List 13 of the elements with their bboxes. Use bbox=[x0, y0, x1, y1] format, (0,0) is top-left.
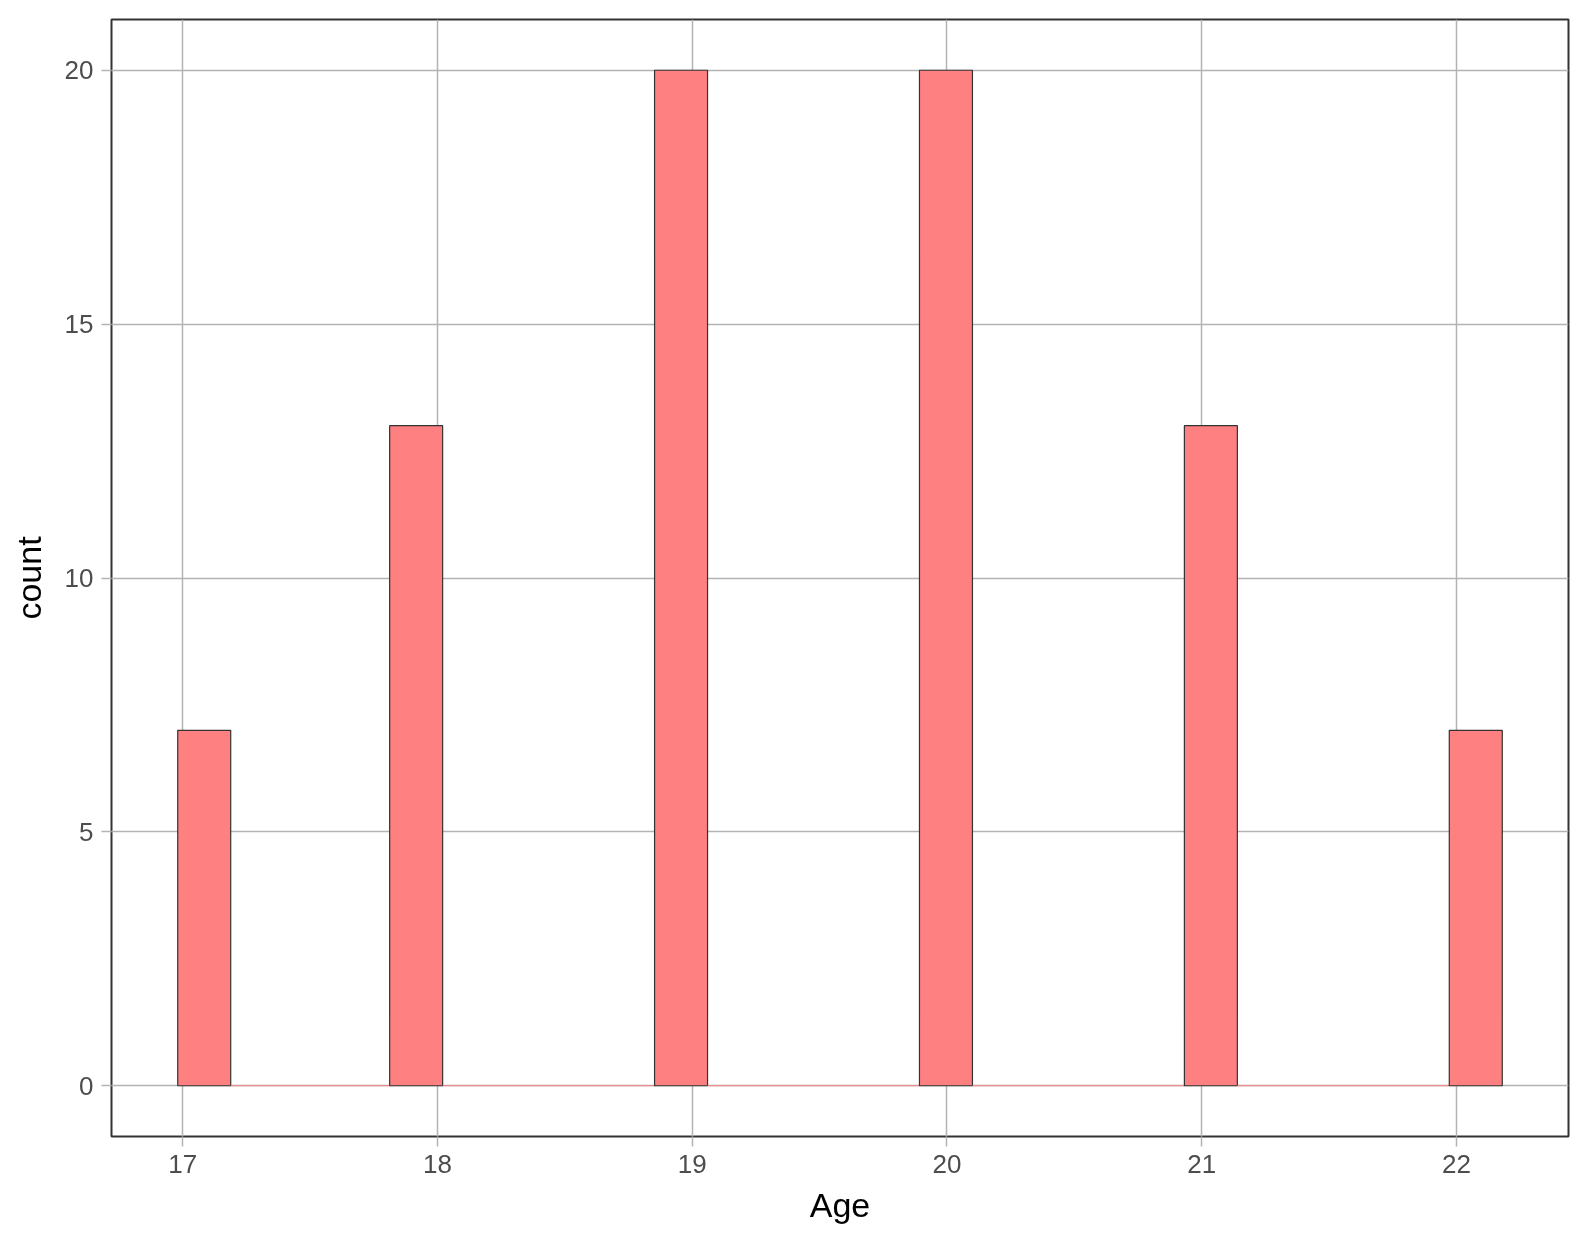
y-tick-label: 0 bbox=[79, 1070, 94, 1101]
y-tick-label: 15 bbox=[64, 309, 94, 340]
x-tick-label: 20 bbox=[932, 1148, 962, 1179]
x-tick-label: 19 bbox=[677, 1148, 707, 1179]
y-axis-title: count bbox=[9, 535, 48, 620]
x-tick-label: 21 bbox=[1187, 1148, 1217, 1179]
y-tick-label: 10 bbox=[64, 563, 94, 593]
y-tick-label: 20 bbox=[64, 55, 94, 86]
x-tick-label: 17 bbox=[168, 1148, 198, 1179]
y-tick-label: 5 bbox=[79, 816, 94, 847]
x-axis-title: Age bbox=[809, 1185, 871, 1224]
x-tick-label: 22 bbox=[1441, 1148, 1471, 1179]
x-tick-label: 18 bbox=[423, 1148, 452, 1179]
